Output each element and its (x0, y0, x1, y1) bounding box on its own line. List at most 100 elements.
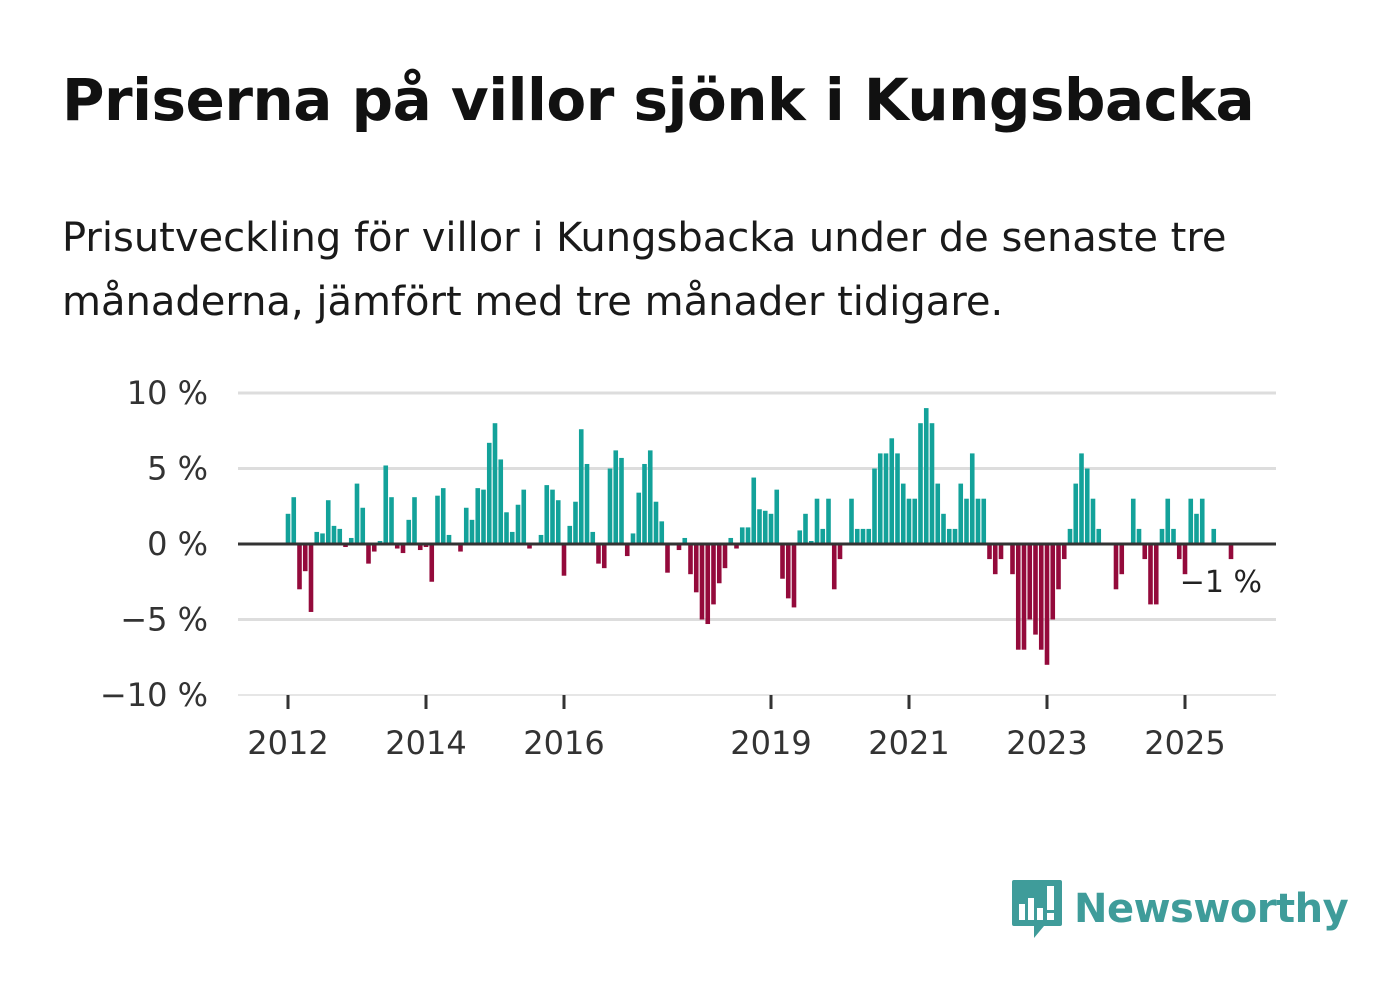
bar (481, 489, 486, 544)
bar (343, 544, 348, 548)
y-tick-label: −5 % (120, 601, 208, 639)
bar (1188, 498, 1194, 544)
bar (607, 468, 613, 544)
bar (849, 498, 854, 544)
bar (693, 544, 699, 593)
bar (647, 450, 653, 544)
bar (1061, 544, 1067, 560)
bar (866, 528, 872, 544)
bar (768, 513, 774, 544)
bar (624, 544, 630, 557)
bar-series (285, 408, 1234, 665)
bar (1199, 498, 1205, 544)
bar (1148, 544, 1153, 605)
bar (992, 544, 998, 575)
bar (337, 528, 343, 544)
x-tick-label: 2012 (247, 724, 328, 762)
bar (1182, 544, 1188, 575)
bar (665, 544, 670, 573)
bar (596, 544, 601, 564)
bar (923, 408, 929, 544)
bar (601, 544, 607, 569)
bar (348, 537, 354, 544)
y-tick-label: 10 % (127, 374, 208, 412)
bar (302, 544, 308, 572)
bar (820, 528, 826, 544)
bar (745, 527, 751, 544)
bar (463, 507, 469, 544)
bar (1038, 544, 1044, 650)
bar (854, 528, 860, 544)
bar (469, 519, 475, 544)
bar (791, 544, 797, 608)
y-tick-label: 5 % (147, 450, 208, 488)
bar (688, 544, 693, 575)
bar (964, 498, 969, 544)
bar (889, 438, 895, 544)
bar (297, 544, 302, 590)
bar (417, 544, 423, 551)
bar (1228, 544, 1234, 560)
x-tick-label: 2025 (1144, 724, 1225, 762)
bar (1142, 544, 1148, 560)
bar (475, 488, 481, 544)
bar (527, 544, 532, 549)
brand-logo: Newsworthy (1010, 878, 1349, 940)
bar (360, 507, 366, 544)
x-tick-label: 2019 (730, 724, 811, 762)
bar (630, 533, 636, 544)
bar (561, 544, 567, 576)
bar (1159, 528, 1165, 544)
bar (1033, 544, 1038, 635)
bar (590, 531, 596, 544)
bar (808, 540, 814, 544)
bar (492, 423, 498, 544)
bar (1084, 468, 1090, 544)
bar (906, 498, 912, 544)
bar (573, 501, 578, 544)
bar (739, 527, 745, 544)
bar (1171, 528, 1176, 544)
bar (366, 544, 371, 564)
bar (803, 513, 808, 544)
bar (521, 489, 527, 544)
bar (555, 500, 561, 544)
bar (757, 509, 762, 544)
bar (883, 453, 889, 544)
brand-name: Newsworthy (1074, 886, 1349, 932)
bar (285, 513, 291, 544)
bar (998, 544, 1004, 560)
bar (751, 477, 757, 544)
x-tick-label: 2021 (868, 724, 949, 762)
x-tick-label: 2014 (385, 724, 466, 762)
bar (676, 544, 682, 551)
bar (1096, 528, 1102, 544)
bar (1067, 528, 1073, 544)
bar (1130, 498, 1136, 544)
bar (1021, 544, 1027, 650)
bar (872, 468, 877, 544)
bar (774, 489, 780, 544)
bar (900, 483, 906, 544)
bar (509, 531, 515, 544)
bar (389, 497, 394, 544)
bar (429, 544, 435, 582)
bar (716, 544, 722, 584)
bar (877, 453, 883, 544)
y-tick-label: 0 % (147, 525, 208, 563)
bar (659, 521, 665, 544)
bar (912, 498, 918, 544)
bar (1113, 544, 1119, 590)
bar (699, 544, 705, 620)
bar (1079, 453, 1084, 544)
bar (435, 495, 440, 544)
bar (969, 453, 975, 544)
bar (636, 492, 642, 544)
bar (734, 544, 739, 549)
bar (1073, 483, 1079, 544)
bar (1194, 513, 1199, 544)
bar (826, 498, 831, 544)
bar (895, 453, 900, 544)
bar (567, 525, 573, 544)
bar (1176, 544, 1182, 560)
